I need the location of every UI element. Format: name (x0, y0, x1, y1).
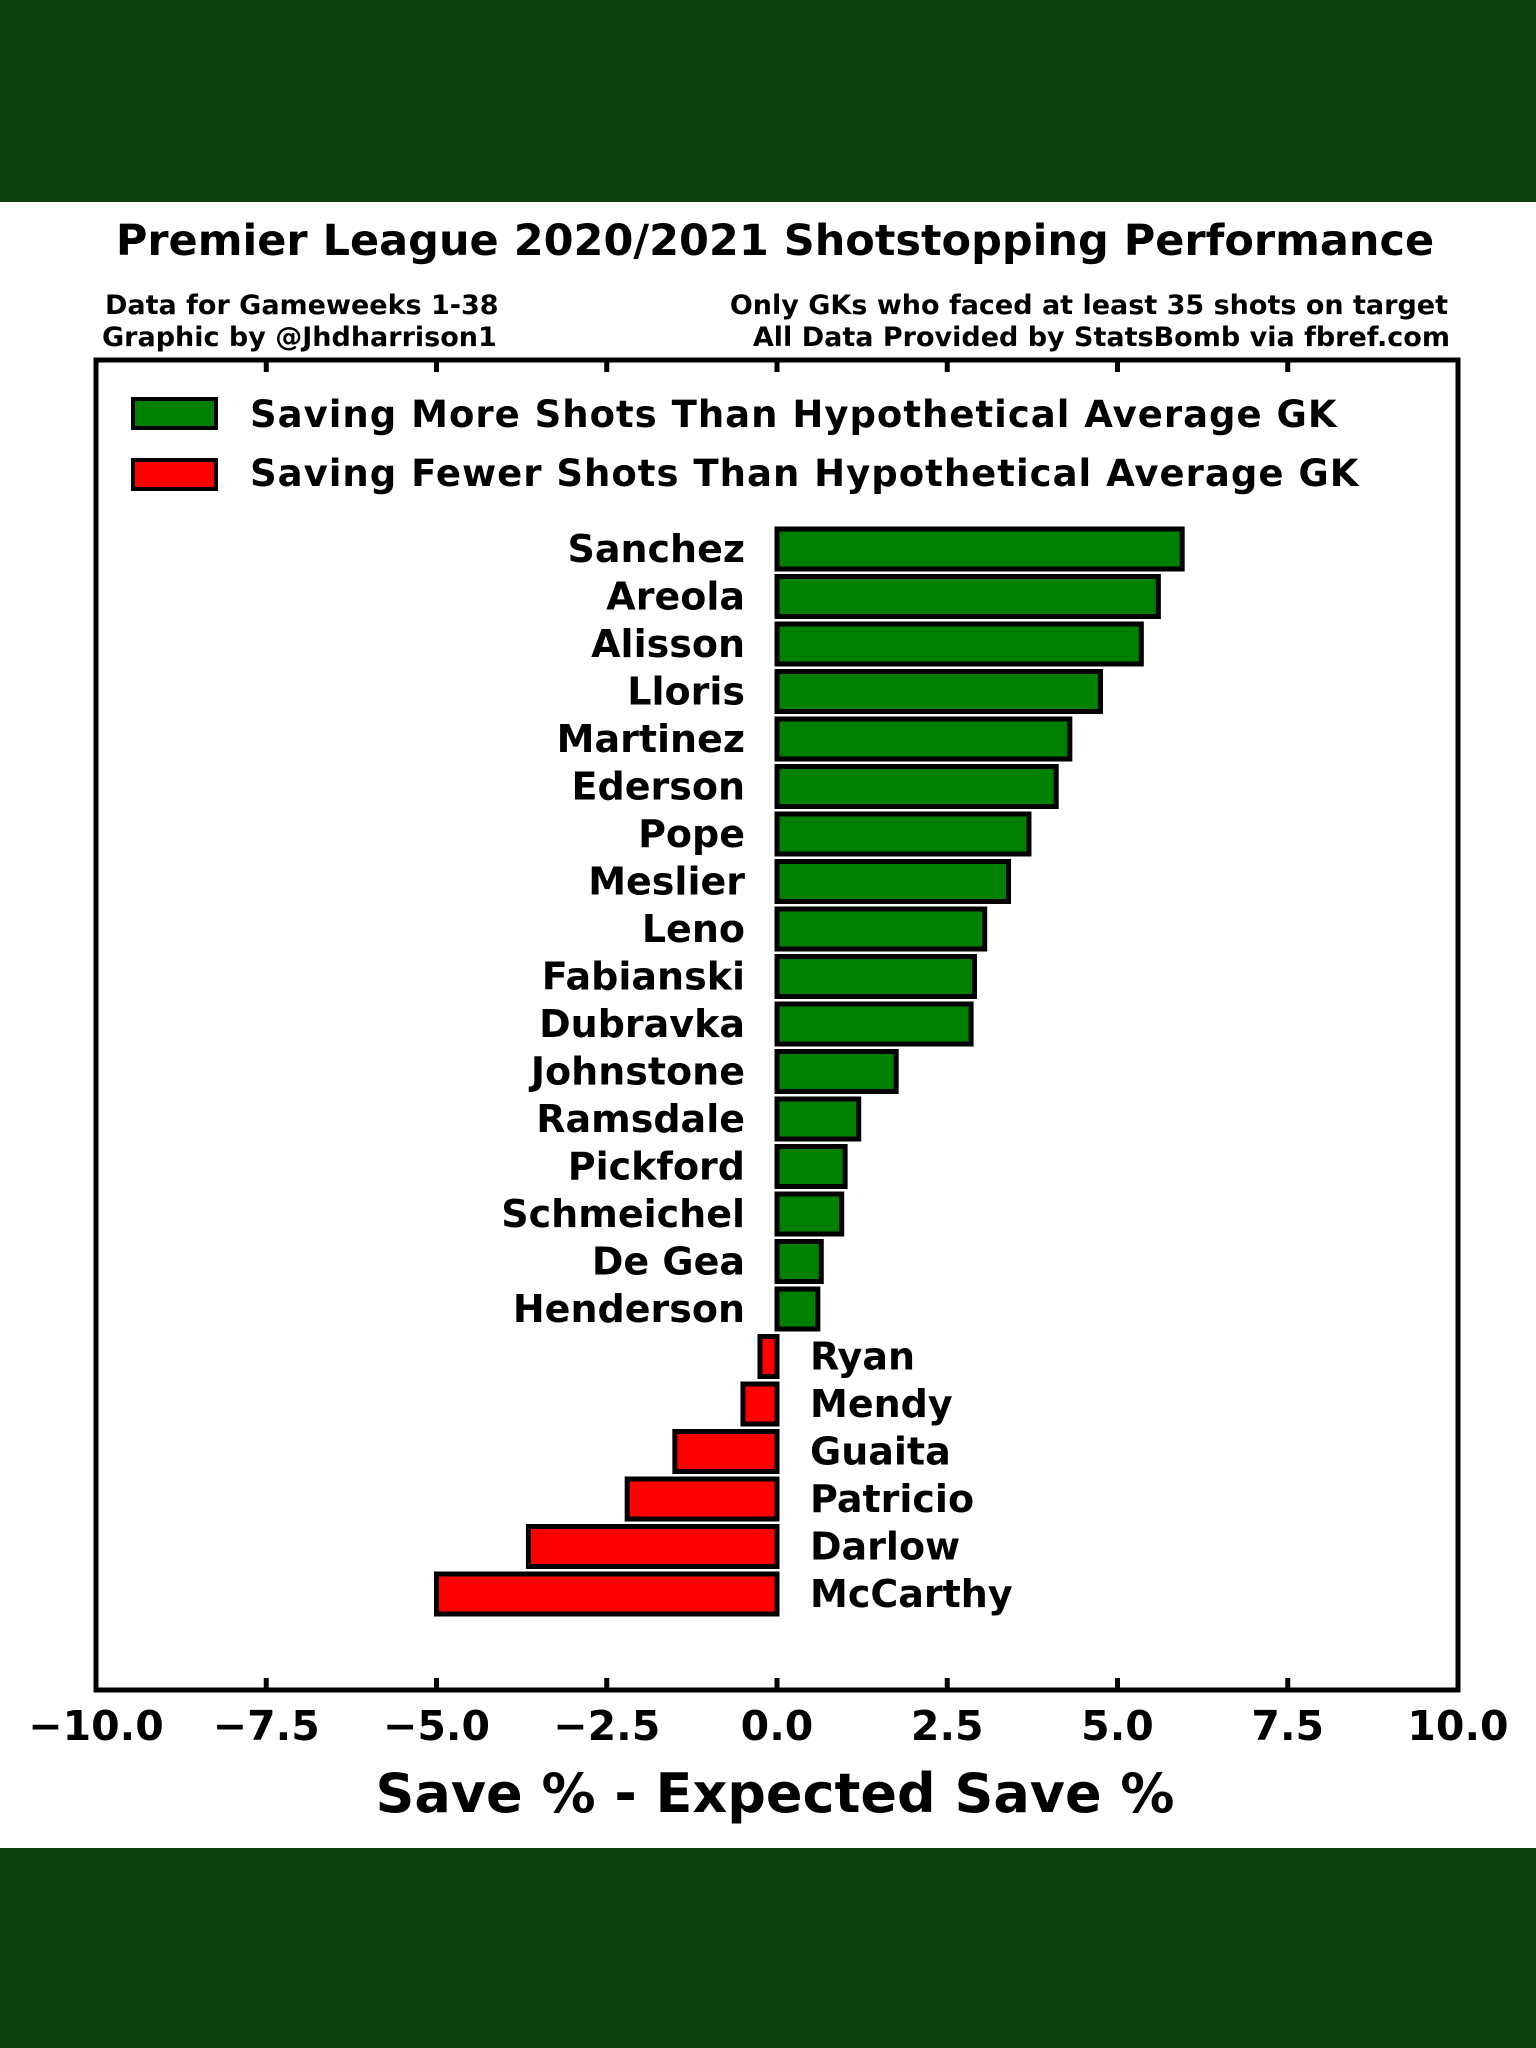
bar-label-sanchez: Sanchez (567, 527, 745, 571)
bar-patricio (624, 1476, 780, 1522)
bar-fabianski (774, 954, 977, 999)
bar-label-areola: Areola (606, 575, 745, 619)
bar-johnstone (774, 1049, 899, 1094)
bar-ramsdale (774, 1096, 862, 1142)
x-tick-label: 5.0 (1081, 1702, 1154, 1750)
subtitle-left-2: Graphic by @Jhdharrison1 (102, 322, 497, 353)
bar-label-alisson: Alisson (591, 622, 745, 666)
bar-label-ederson: Ederson (572, 765, 745, 809)
bar-martinez (774, 716, 1073, 762)
legend-label-positive: Saving More Shots Than Hypothetical Aver… (250, 393, 1338, 436)
subtitle-right-1: Only GKs who faced at least 35 shots on … (730, 290, 1448, 321)
bar-label-darlow: Darlow (810, 1525, 960, 1569)
bar-label-ramsdale: Ramsdale (536, 1097, 745, 1141)
x-axis-label: Save % - Expected Save % (375, 1762, 1174, 1825)
legend-swatch-negative (131, 458, 218, 491)
x-tick-label: −7.5 (213, 1702, 320, 1750)
bar-darlow (525, 1524, 780, 1569)
bar-label-henderson: Henderson (513, 1287, 745, 1331)
bar-label-leno: Leno (642, 907, 745, 951)
bar-ederson (774, 764, 1059, 809)
bar-label-guaita: Guaita (810, 1430, 951, 1474)
bar-label-meslier: Meslier (588, 860, 745, 904)
x-tick-label: −2.5 (553, 1702, 660, 1750)
bar-label-mendy: Mendy (810, 1382, 953, 1426)
bar-label-lloris: Lloris (627, 670, 745, 714)
bottom-band (0, 1848, 1536, 2048)
top-band (0, 0, 1536, 202)
bar-label-ryan: Ryan (810, 1335, 915, 1379)
bar-label-pickford: Pickford (568, 1145, 745, 1189)
subtitle-right-2: All Data Provided by StatsBomb via fbref… (753, 322, 1450, 353)
x-tick-label: −5.0 (383, 1702, 490, 1750)
bar-schmeichel (774, 1191, 845, 1237)
legend: Saving More Shots Than Hypothetical Aver… (131, 393, 1360, 495)
bar-label-johnstone: Johnstone (528, 1050, 745, 1094)
bar-meslier (774, 859, 1012, 904)
bar-dubravka (774, 1001, 974, 1047)
bar-pope (774, 811, 1032, 857)
x-tick-label: −10.0 (28, 1702, 164, 1750)
bar-de-gea (774, 1239, 824, 1284)
bar-lloris (774, 669, 1103, 714)
bar-mendy (740, 1381, 780, 1427)
bar-sanchez (774, 526, 1185, 572)
bar-label-fabianski: Fabianski (542, 955, 745, 999)
x-tick-label: 7.5 (1251, 1702, 1324, 1750)
chart-card: Premier League 2020/2021 Shotstopping Pe… (0, 202, 1536, 1848)
bar-label-schmeichel: Schmeichel (501, 1192, 745, 1236)
bar-mccarthy (434, 1571, 780, 1617)
bar-label-de-gea: De Gea (592, 1240, 745, 1284)
x-tick-label: 0.0 (741, 1702, 814, 1750)
bar-label-mccarthy: McCarthy (810, 1572, 1013, 1616)
chart-title: Premier League 2020/2021 Shotstopping Pe… (116, 216, 1434, 266)
bar-areola (774, 574, 1161, 619)
bar-labels-group: SanchezAreolaAlissonLlorisMartinezEderso… (501, 527, 1013, 1616)
x-tick-label: 2.5 (911, 1702, 984, 1750)
bar-ryan (757, 1334, 780, 1379)
bar-label-pope: Pope (638, 812, 745, 856)
legend-swatch-positive (131, 397, 218, 430)
bars-group (434, 526, 1185, 1617)
x-tick-label: 10.0 (1407, 1702, 1508, 1750)
bar-leno (774, 906, 988, 952)
bar-label-patricio: Patricio (810, 1477, 974, 1521)
bar-henderson (774, 1286, 821, 1332)
subtitle-left-1: Data for Gameweeks 1-38 (105, 290, 499, 321)
bar-alisson (774, 621, 1144, 667)
bar-pickford (774, 1144, 848, 1189)
legend-label-negative: Saving Fewer Shots Than Hypothetical Ave… (250, 452, 1360, 495)
bar-chart: Premier League 2020/2021 Shotstopping Pe… (28, 216, 1509, 1825)
bar-label-martinez: Martinez (557, 717, 745, 761)
x-axis: −10.0 −7.5 −5.0 −2.5 0.0 2.5 5.0 7.5 10.0 (28, 360, 1509, 1750)
bar-guaita (672, 1429, 780, 1474)
bar-label-dubravka: Dubravka (539, 1002, 745, 1046)
